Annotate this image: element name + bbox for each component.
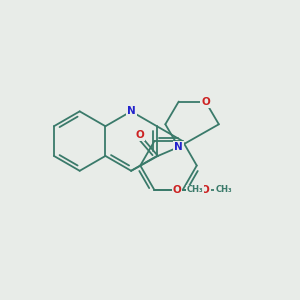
Text: O: O [172,185,182,195]
Text: O: O [201,185,210,195]
Text: CH₃: CH₃ [215,185,232,194]
Text: O: O [136,130,144,140]
Text: N: N [127,106,136,116]
Text: CH₃: CH₃ [187,185,204,194]
Text: N: N [174,142,183,152]
Text: O: O [201,97,210,106]
